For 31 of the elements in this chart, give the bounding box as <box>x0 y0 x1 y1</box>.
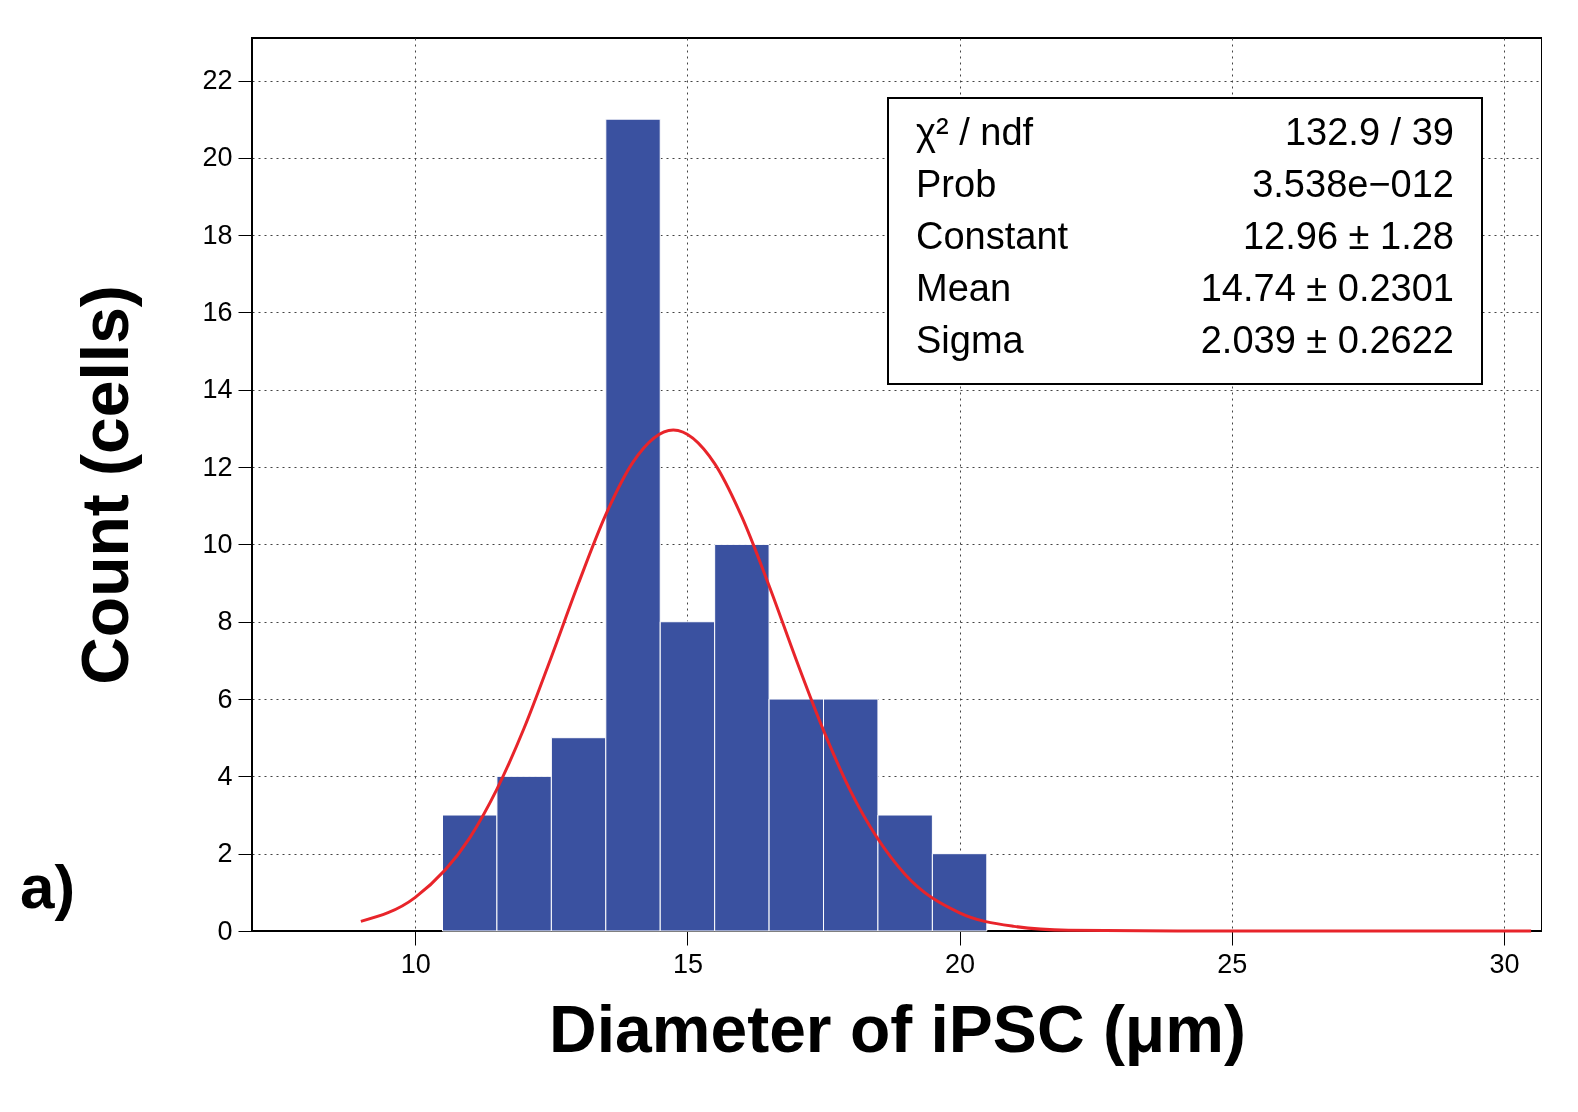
annotation: 12.96 ± 1.28 <box>1242 215 1454 257</box>
annotation: Mean <box>916 267 1012 309</box>
y-tick-label: 10 <box>202 528 233 559</box>
y-tick-label: 20 <box>202 142 233 173</box>
y-tick-label: 2 <box>217 838 233 869</box>
y-tick-label: 18 <box>202 219 233 250</box>
y-tick-label: 0 <box>217 915 233 946</box>
y-axis-title: Count (cells) <box>68 285 143 685</box>
y-tick-label: 16 <box>202 296 233 327</box>
x-tick-label: 10 <box>400 948 431 979</box>
x-tick-label: 25 <box>1217 948 1248 979</box>
text: a) <box>20 852 76 921</box>
x-axis-title: Diameter of iPSC (μm) <box>549 991 1246 1066</box>
annotation: χ² / ndf <box>916 111 1034 153</box>
annotation: Constant <box>916 215 1069 257</box>
annotation: 132.9 / 39 <box>1284 111 1454 153</box>
y-tick-label: 4 <box>217 760 233 791</box>
annotation: 14.74 ± 0.2301 <box>1200 267 1454 309</box>
line-series <box>359 428 1533 933</box>
y-tick-label: 14 <box>202 374 233 405</box>
annotation: Prob <box>916 163 997 205</box>
y-tick-label: 8 <box>217 606 233 637</box>
y-tick-label: 22 <box>202 65 233 96</box>
x-tick-label: 30 <box>1489 948 1520 979</box>
annotation: Sigma <box>916 319 1025 361</box>
annotation: 2.039 ± 0.2622 <box>1200 319 1454 361</box>
y-tick-label: 12 <box>202 451 233 482</box>
x-tick-label: 20 <box>945 948 976 979</box>
annotation: 3.538e−012 <box>1252 163 1454 205</box>
y-tick-label: 6 <box>217 683 233 714</box>
x-tick-label: 15 <box>672 948 703 979</box>
